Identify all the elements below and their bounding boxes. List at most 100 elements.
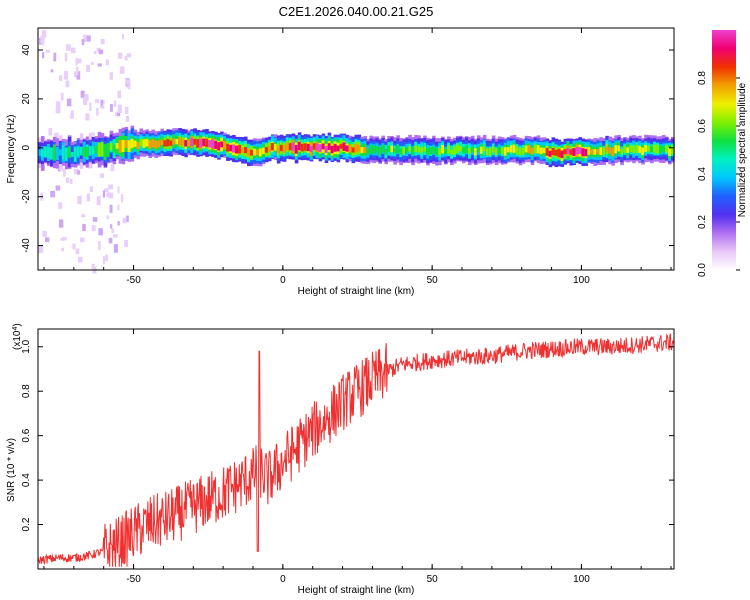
spectrogram-ridge-cell (226, 143, 230, 152)
spectrogram-ridge-cell (220, 141, 224, 148)
spectrogram-noise-cell (105, 59, 109, 66)
spectrogram-ridge-cell (476, 146, 481, 152)
spectrogram-ridge-cell (306, 143, 311, 152)
spectrogram-ridge-cell (563, 149, 568, 155)
spectrogram-ridge-cell (426, 148, 430, 155)
spectrogram-ridge-cell (288, 143, 293, 151)
spectrogram-ridge-cell (551, 147, 556, 156)
spectrogram-ridge-cell (626, 147, 630, 153)
spectrogram-ridge-cell (282, 145, 287, 153)
snr-x-tick-label: -50 (126, 574, 141, 585)
spectrogram-noise-cell (65, 80, 70, 88)
spectrogram-noise-cell (101, 105, 105, 109)
spectrogram-noise-cell (54, 132, 59, 141)
spectrogram-ridge-cell (420, 147, 424, 154)
spectrogram-ridge-cell (52, 144, 57, 161)
spectrogram-ridge-cell (229, 144, 233, 152)
spectrogram-noise-cell (61, 247, 64, 252)
spectrogram-noise-cell (110, 224, 113, 229)
spectrogram-ridge-cell (205, 138, 209, 147)
spectrogram-ridge-cell (217, 142, 221, 151)
spectrogram-ridge-cell (363, 146, 368, 154)
spectrogram-noise-cell (42, 230, 47, 237)
spectrogram-ridge-cell (494, 148, 499, 156)
spectrogram-noise-cell (115, 112, 118, 117)
colorbar-tick-label: 0.8 (697, 71, 708, 85)
spectrogram-ridge-cell (267, 146, 272, 152)
colorbar-label: Normalized spectral amplitude (737, 82, 748, 217)
spectrogram-noise-cell (105, 254, 108, 262)
spectrogram-ridge-cell (611, 147, 615, 157)
spectrogram-ridge-cell (154, 140, 159, 149)
spectrogram-noise-cell (63, 70, 68, 80)
spectrogram-noise-cell (86, 64, 91, 72)
spectrogram-noise-cell (81, 39, 85, 46)
spectrogram-ridge-cell (100, 142, 105, 157)
spectrogram-ridge-cell (58, 149, 63, 156)
snr-x-axis-label: Height of straight line (km) (298, 585, 415, 596)
spectrogram-ridge-cell (459, 145, 463, 152)
spectrogram-noise-cell (58, 202, 63, 209)
spectrogram-ridge-cell (315, 143, 320, 151)
spectrogram-noise-cell (83, 100, 88, 106)
spectrogram-ridge-cell (145, 138, 150, 147)
spectrogram-y-tick-label: -20 (21, 189, 32, 204)
snr-series-line (37, 333, 674, 567)
spectrogram-ridge-cell (402, 147, 406, 155)
spectrogram-ridge-cell (572, 148, 577, 157)
snr-axes: -50 0 50 100 0.2 0.4 0.6 0.8 1.0 (21, 329, 674, 585)
spectrogram-noise-cell (107, 192, 111, 198)
snr-frame (37, 328, 675, 570)
spectrogram-ridge-cell (124, 139, 129, 149)
spectrogram-ridge-cell (121, 139, 126, 153)
spectrogram-ridge-cell (554, 149, 559, 156)
spectrogram-ridge-cell (339, 143, 344, 149)
spectrogram-ridge-cell (569, 149, 574, 155)
spectrogram-noise-cell (110, 164, 115, 171)
spectrogram-ridge-cell (384, 148, 388, 155)
spectrogram-ridge-cell (118, 139, 123, 153)
spectrogram-ridge-cell (190, 137, 194, 147)
spectrogram-noise-cell (126, 53, 132, 58)
spectrogram-noise-cell (125, 115, 130, 122)
spectrogram-noise-cell (109, 204, 113, 213)
spectrogram-noise-cell (94, 50, 97, 55)
spectrogram-noise-cell (124, 56, 128, 61)
spectrogram-ridge-cell (479, 146, 484, 154)
spectrogram-y-tick-label: 0 (21, 145, 32, 151)
spectrogram-ridge-cell (447, 145, 451, 154)
spectrogram-ridge-cell (148, 140, 153, 149)
spectrogram-ridge-cell (503, 146, 508, 156)
spectrogram-noise-cell (55, 185, 61, 191)
spectrogram-noise-cell (102, 256, 106, 265)
spectrogram-ridge-cell (351, 147, 356, 153)
spectrogram-ridge-cell (38, 149, 42, 156)
spectrogram-ridge-cell (671, 145, 675, 155)
spectrogram-noise-cell (109, 192, 114, 199)
spectrogram-noise-cell (72, 243, 76, 250)
spectrogram-ridge-cell (488, 148, 493, 156)
spectrogram-noise-cell (108, 237, 113, 244)
spectrogram-ridge-cell (411, 147, 415, 155)
spectrogram-noise-cell (90, 61, 94, 65)
spectrogram-noise-cell (45, 49, 50, 53)
spectrogram-ridge-cell (617, 145, 621, 152)
spectrogram-ridge-cell (97, 142, 102, 157)
spectrogram-noise-cell (77, 58, 82, 64)
spectrogram-ridge-cell (40, 150, 45, 157)
spectrogram-noise-cell (44, 237, 50, 243)
spectrogram-noise-cell (100, 38, 105, 45)
spectrogram-ridge-cell (312, 143, 317, 150)
snr-x-tick-label: 0 (280, 574, 286, 585)
spectrogram-ridge-cell (578, 147, 583, 155)
spectrogram-noise-cell (118, 52, 123, 59)
spectrogram-ridge-cell (136, 141, 141, 150)
spectrogram-ridge-cell (43, 146, 48, 158)
spectrogram-noise-cell (120, 194, 124, 203)
spectrogram-noise-cell (77, 170, 81, 175)
spectrogram-ridge-cell (67, 146, 72, 158)
spectrogram-ridge-cell (450, 149, 454, 155)
spectrogram-ridge-cell (244, 147, 248, 154)
spectrogram-ridge-cell (429, 147, 433, 155)
spectrogram-noise-cell (75, 57, 78, 66)
